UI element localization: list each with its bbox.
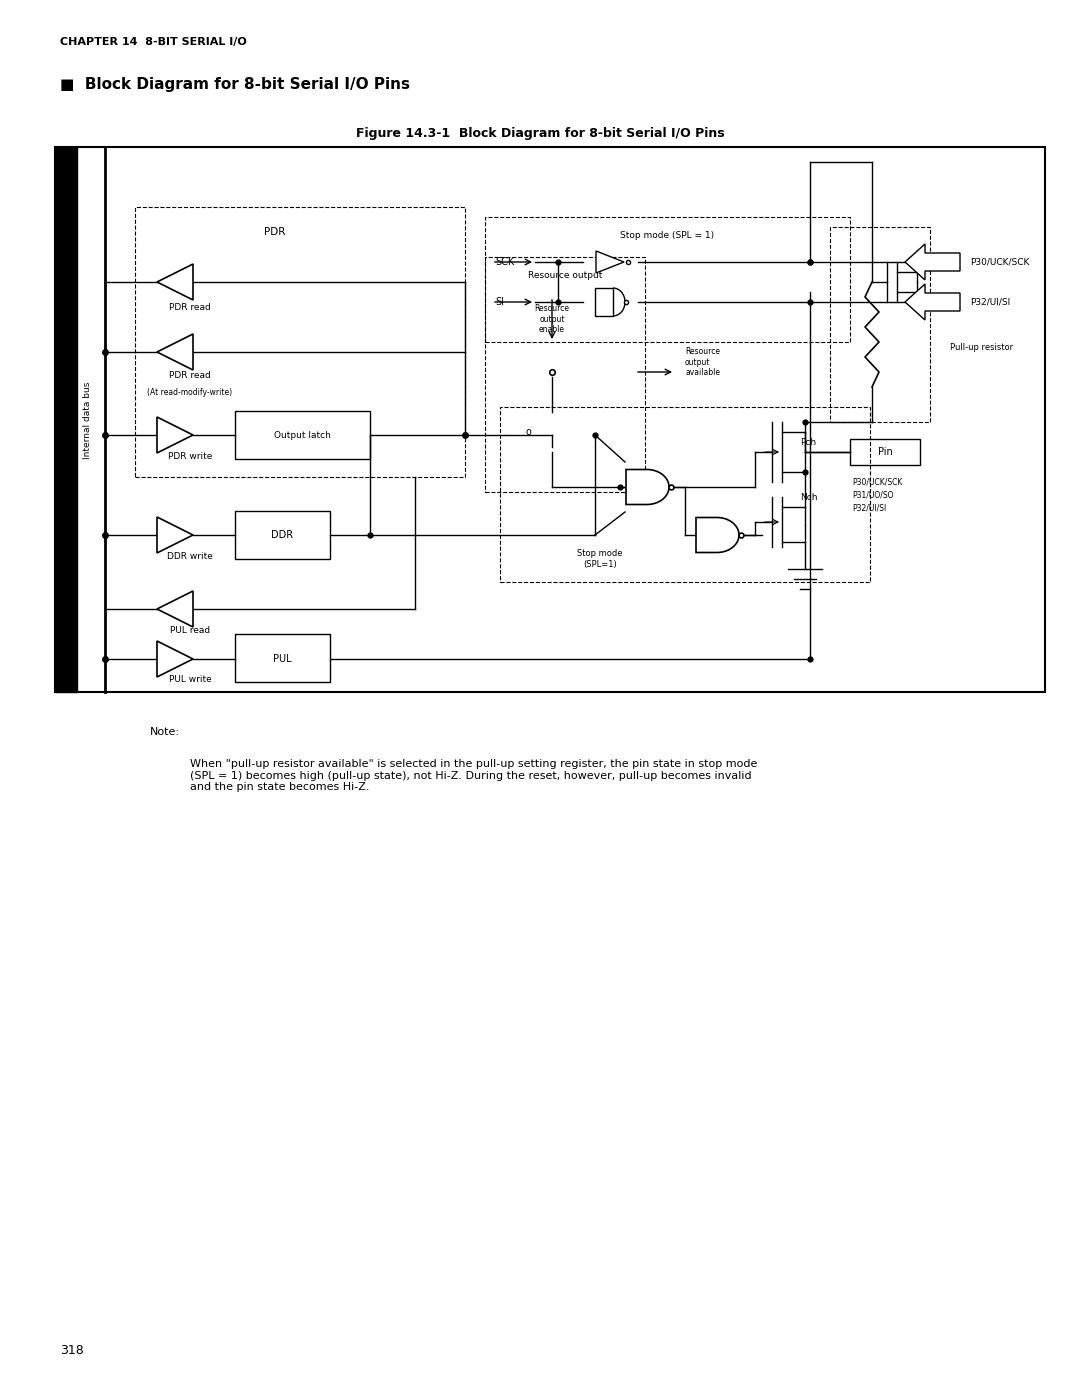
Text: Pch: Pch [800,437,816,447]
Text: PDR: PDR [265,226,286,237]
Text: 318: 318 [60,1344,84,1356]
Bar [235,411,370,460]
Text: P30/UCK/SCK: P30/UCK/SCK [970,257,1029,267]
Polygon shape [157,641,193,678]
Text: Stop mode (SPL = 1): Stop mode (SPL = 1) [620,231,714,239]
Text: Note:: Note: [150,726,180,738]
Polygon shape [157,416,193,453]
FancyBboxPatch shape [595,288,613,316]
Bar [500,407,870,583]
Bar [235,511,330,559]
Text: Figure 14.3-1  Block Diagram for 8-bit Serial I/O Pins: Figure 14.3-1 Block Diagram for 8-bit Se… [355,127,725,140]
Bar [235,634,330,682]
Bar [135,207,465,476]
Text: Internal data bus: Internal data bus [83,381,93,458]
Text: P30/UCK/SCK: P30/UCK/SCK [852,478,903,486]
Bar [485,217,850,342]
Text: Pull-up resistor: Pull-up resistor [950,342,1013,352]
Text: (At read-modify-write): (At read-modify-write) [148,387,232,397]
Text: Resource
output
enable: Resource output enable [535,305,569,334]
Text: PUL: PUL [273,654,292,664]
Text: P32/UI/SI: P32/UI/SI [970,298,1010,306]
Bar [831,226,930,422]
Text: DDR: DDR [271,529,294,541]
Text: o: o [525,427,531,437]
Text: Nch: Nch [800,493,818,502]
Text: Stop mode
(SPL=1): Stop mode (SPL=1) [577,549,623,569]
Bar [55,147,1045,692]
Text: PDR read: PDR read [170,303,211,312]
Text: When "pull-up resistor available" is selected in the pull-up setting register, t: When "pull-up resistor available" is sel… [190,759,757,792]
Text: P32/UI/SI: P32/UI/SI [852,503,887,513]
Text: Resource
output
available: Resource output available [685,346,720,377]
Polygon shape [626,469,669,504]
Text: Output latch: Output latch [274,430,330,440]
Polygon shape [596,251,624,272]
Text: P31/UO/SO: P31/UO/SO [852,490,893,500]
Polygon shape [905,244,960,279]
Text: Pin: Pin [878,447,892,457]
Text: ■  Block Diagram for 8-bit Serial I/O Pins: ■ Block Diagram for 8-bit Serial I/O Pin… [60,77,410,92]
Polygon shape [905,284,960,320]
Text: SI: SI [495,298,504,307]
Polygon shape [157,517,193,553]
Text: CHAPTER 14  8-BIT SERIAL I/O: CHAPTER 14 8-BIT SERIAL I/O [60,36,246,47]
Text: Resource output: Resource output [528,271,603,279]
Text: PUL write: PUL write [168,675,212,683]
Text: PDR write: PDR write [167,451,212,461]
Text: PDR read: PDR read [170,370,211,380]
Polygon shape [157,264,193,300]
Bar [485,257,645,492]
Polygon shape [696,517,739,552]
Text: SCK: SCK [495,257,514,267]
Bar [850,439,920,465]
Text: DDR write: DDR write [167,552,213,560]
Polygon shape [157,591,193,627]
Text: PUL read: PUL read [170,626,211,634]
Bar [55,147,77,692]
Polygon shape [157,334,193,370]
